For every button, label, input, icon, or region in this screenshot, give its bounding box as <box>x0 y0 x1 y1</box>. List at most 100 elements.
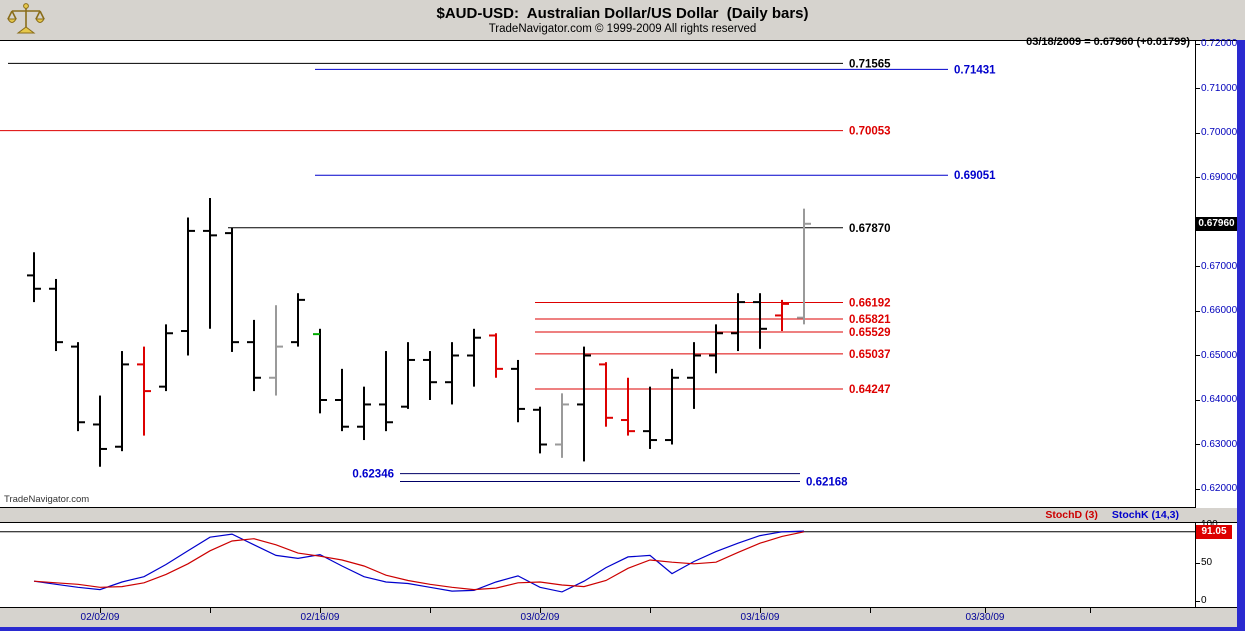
stochastic-canvas <box>0 530 1195 593</box>
level-label: 0.65037 <box>849 349 891 361</box>
price-axis-label: 0.72000 <box>1201 38 1238 49</box>
ohlc-bar <box>27 252 41 303</box>
price-axis-tick <box>1196 132 1200 134</box>
ohlc-bar <box>511 359 525 423</box>
date-axis-tick <box>430 608 431 613</box>
ohlc-bar <box>533 406 547 454</box>
ohlc-bar <box>797 208 811 325</box>
scales-logo-icon <box>7 3 45 34</box>
stochk-line <box>33 530 805 593</box>
level-label: 0.71565 <box>849 58 891 70</box>
ohlc-bar <box>181 217 195 356</box>
level-label: 0.62346 <box>352 469 394 481</box>
ohlc-bar <box>313 328 327 414</box>
price-axis-tick <box>1196 266 1200 267</box>
ohlc-bar <box>159 324 173 392</box>
ohlc-bar <box>709 324 723 374</box>
date-axis-tick <box>210 608 211 613</box>
level-label: 0.65821 <box>849 314 891 326</box>
ohlc-bar <box>71 342 85 432</box>
ohlc-bar <box>489 333 503 378</box>
date-axis-label: 02/16/09 <box>300 612 340 623</box>
price-axis-label: 0.70000 <box>1201 127 1238 138</box>
level-label: 0.67870 <box>849 223 891 235</box>
level-label: 0.62168 <box>806 477 848 489</box>
date-axis-tick <box>1090 608 1091 613</box>
ohlc-bar <box>225 227 239 352</box>
ohlc-bar <box>137 346 151 436</box>
price-axis-tick <box>1196 488 1200 490</box>
stochd-line <box>33 531 805 591</box>
price-axis-label: 0.67000 <box>1201 260 1238 272</box>
date-axis-tick <box>985 608 986 613</box>
price-axis-label: 0.66000 <box>1201 305 1238 316</box>
ohlc-bar <box>423 351 437 400</box>
price-axis: 0.720000.710000.700000.690000.680000.670… <box>1195 38 1238 508</box>
stochd-label: StochD (3) <box>1045 509 1098 521</box>
ohlc-bar <box>93 395 107 467</box>
copyright-line: TradeNavigator.com © 1999-2009 All right… <box>488 23 757 35</box>
last-quote-readout: 03/18/2009 = 0.67960 (+0.01799) <box>1026 36 1190 48</box>
level-label: 0.69051 <box>954 170 996 182</box>
price-axis-label: 0.71000 <box>1201 82 1238 94</box>
watermark: TradeNavigator.com <box>4 494 90 505</box>
ohlc-bar <box>665 368 679 445</box>
price-axis-tick <box>1196 444 1200 445</box>
ohlc-bar <box>269 305 283 396</box>
date-axis-tick <box>100 608 101 613</box>
date-axis-tick <box>320 608 321 613</box>
ohlc-bar <box>577 346 591 462</box>
ohlc-bar <box>357 386 371 441</box>
price-axis-label: 0.65000 <box>1201 349 1238 361</box>
ohlc-bar <box>467 328 481 387</box>
price-chart-canvas: 0.71565 0.71431 0.70053 0.69051 0.67870 0.661… <box>0 58 996 489</box>
stoch-axis-label: 50 <box>1201 557 1213 568</box>
ohlc-bar <box>247 319 261 392</box>
level-label: 0.64247 <box>849 384 891 396</box>
level-label: 0.71431 <box>954 64 996 76</box>
price-axis-label: 0.69000 <box>1201 171 1238 183</box>
ohlc-bar <box>621 377 635 436</box>
price-axis-tick <box>1196 88 1200 89</box>
date-axis-tick <box>760 608 761 613</box>
stochastic-plot[interactable] <box>0 522 1195 608</box>
stoch-axis-label: 0 <box>1201 595 1207 606</box>
price-axis-tick <box>1196 399 1200 401</box>
indicator-axis: 100 50 0 91.05 <box>1195 519 1237 608</box>
price-axis-tick <box>1196 43 1200 45</box>
price-chart-plot[interactable]: 0.71565 0.71431 0.70053 0.69051 0.67870 0.661… <box>0 40 1195 508</box>
ohlc-bar <box>445 342 459 405</box>
stoch-axis-tick <box>1196 562 1200 564</box>
ohlc-bar <box>555 393 569 458</box>
ohlc-bar <box>687 342 701 409</box>
ohlc-bar <box>379 351 393 432</box>
indicator-legend: StochD (3) StochK (14,3) <box>0 508 1237 522</box>
ohlc-bar <box>753 293 767 349</box>
date-axis-tick <box>650 608 651 613</box>
price-axis-tick <box>1196 355 1200 356</box>
ohlc-bar <box>115 351 129 452</box>
level-label: 0.66192 <box>849 297 891 309</box>
stochk-label: StochK (14,3) <box>1111 509 1179 521</box>
stoch-value-marker: 91.05 <box>1196 524 1232 539</box>
stoch-axis-tick <box>1196 600 1200 602</box>
price-axis-tick <box>1196 310 1200 312</box>
price-axis-label: 0.63000 <box>1201 438 1238 450</box>
window-edge-right <box>1237 40 1245 631</box>
ohlc-bar <box>335 368 349 432</box>
stoch-axis-label: 100 <box>1201 519 1218 530</box>
ohlc-bar <box>643 386 657 449</box>
date-axis-label: 03/02/09 <box>520 612 560 623</box>
level-label: 0.65529 <box>849 327 891 339</box>
ohlc-bar <box>401 342 415 409</box>
date-axis: 02/02/09 02/16/09 03/02/09 03/16/09 03/30/09 <box>0 608 1237 627</box>
ohlc-bar <box>49 278 63 352</box>
ohlc-bar <box>775 299 789 332</box>
chart-header: $AUD-USD: Australian Dollar/US Dollar (D… <box>0 0 1245 40</box>
ohlc-bar <box>731 293 745 352</box>
price-axis-tick <box>1196 177 1200 178</box>
price-axis-label: 0.62000 <box>1201 483 1238 494</box>
price-axis-label: 0.64000 <box>1201 394 1238 405</box>
last-price-marker: 0.67960 <box>1196 216 1237 231</box>
